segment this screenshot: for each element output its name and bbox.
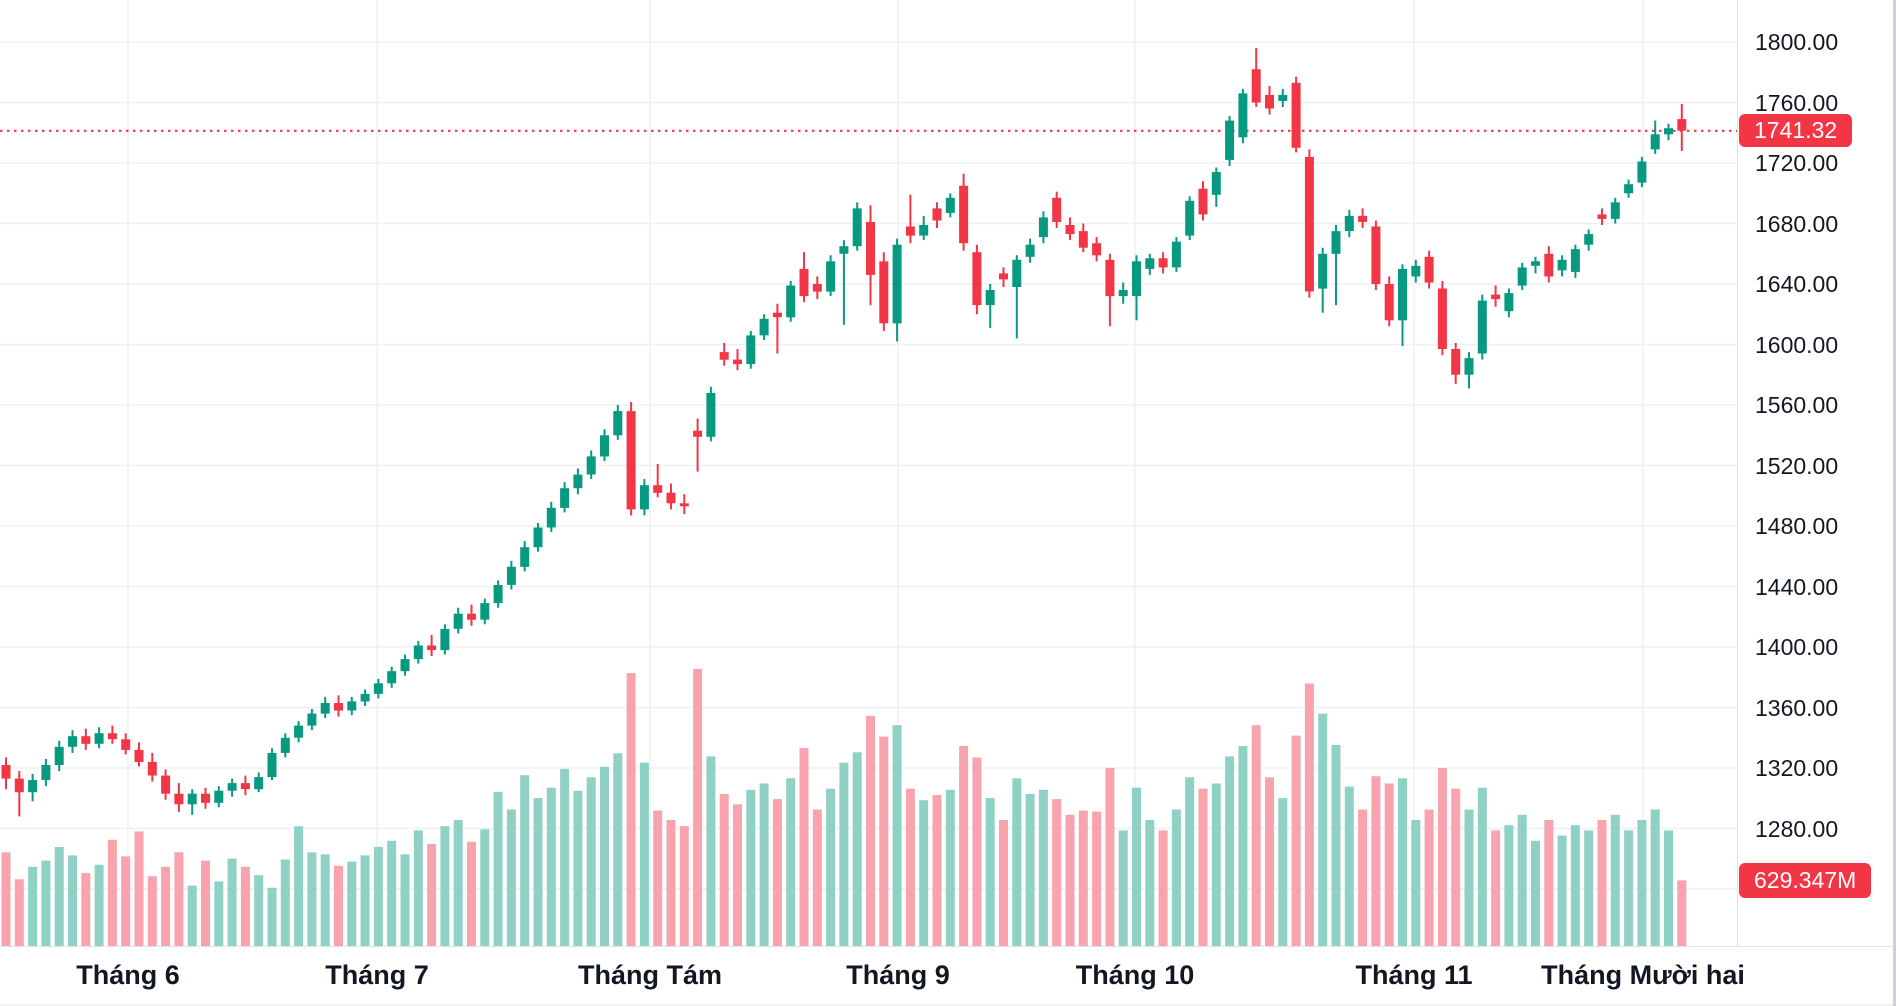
last-price-badge: 1741.32 [1739, 114, 1853, 148]
price-tick-label: 1640.00 [1755, 271, 1839, 297]
time-axis[interactable]: Tháng 6 Tháng 7 Tháng Tám Tháng 9 Tháng 10 Th… [0, 946, 1896, 1005]
price-tick-label: 1720.00 [1755, 150, 1839, 176]
price-tick-label: 1800.00 [1755, 29, 1839, 55]
month-label: Tháng 9 [846, 960, 950, 990]
price-tick-label: 1320.00 [1755, 755, 1839, 781]
price-tick-label: 1400.00 [1755, 634, 1839, 660]
month-label: Tháng 7 [325, 960, 429, 990]
price-tick-label: 1680.00 [1755, 210, 1839, 237]
last-volume-value: 629.347M [1754, 866, 1857, 893]
bottom-strip [0, 1004, 1896, 1006]
price-tick-label: 1520.00 [1755, 452, 1839, 479]
month-label: Tháng Tám [577, 960, 723, 990]
right-edge-line [1893, 0, 1896, 1006]
price-tick-label: 1360.00 [1755, 694, 1839, 721]
price-tick-label: 1280.00 [1755, 815, 1839, 842]
price-tick-label: 1760.00 [1755, 89, 1839, 116]
price-axis[interactable]: 1800.00 1760.00 1720.00 1680.00 1640.00 1600.… [1737, 0, 1893, 946]
price-tick-label: 1600.00 [1755, 331, 1839, 358]
month-label: Tháng 6 [76, 960, 180, 990]
month-label: Tháng 10 [1075, 960, 1195, 990]
candlestick-plot[interactable] [0, 0, 1737, 946]
month-label: Tháng Mười hai [1541, 960, 1745, 990]
price-tick-label: 1480.00 [1755, 513, 1839, 539]
axis-border [1737, 0, 1738, 1003]
price-tick-label: 1560.00 [1755, 392, 1839, 418]
month-label: Tháng 11 [1355, 960, 1473, 990]
price-tick-label: 1440.00 [1755, 573, 1839, 600]
last-volume-badge: 629.347M [1739, 862, 1872, 898]
last-price-value: 1741.32 [1754, 117, 1838, 144]
